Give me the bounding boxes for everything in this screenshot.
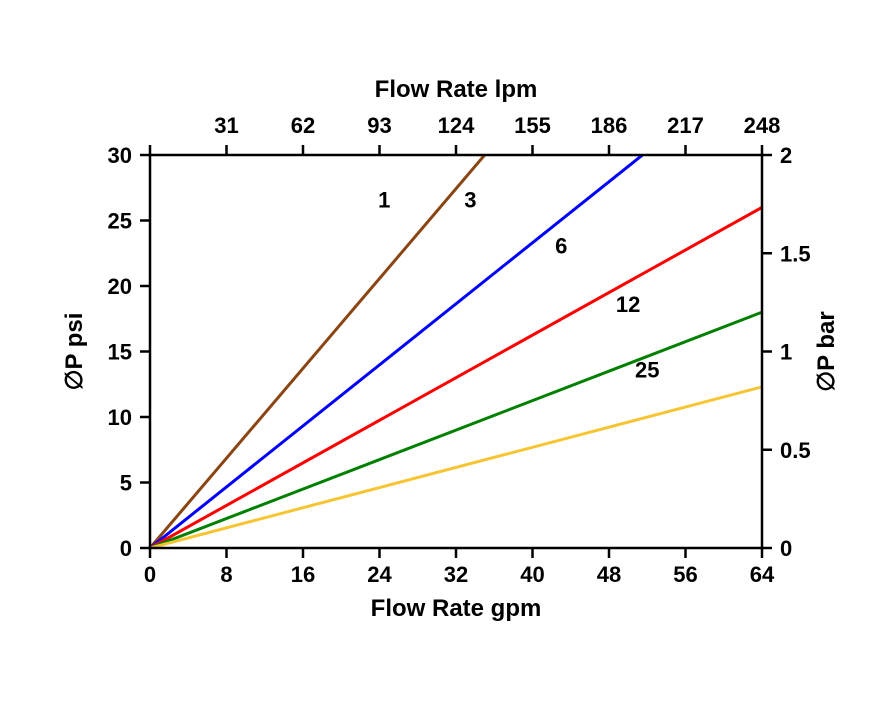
series-label: 1 [378, 187, 390, 212]
x-bottom-tick-label: 40 [520, 562, 544, 587]
x-top-title: Flow Rate lpm [375, 76, 538, 103]
x-top-tick-label: 155 [514, 113, 551, 138]
chart-svg: 13612250816243240485664Flow Rate gpm3162… [0, 0, 882, 702]
x-bottom-tick-label: 24 [367, 562, 392, 587]
x-top-tick-label: 248 [744, 113, 781, 138]
x-bottom-tick-label: 48 [597, 562, 621, 587]
x-top-tick-label: 124 [438, 113, 475, 138]
series-label: 3 [464, 187, 476, 212]
y-left-tick-label: 30 [108, 143, 132, 168]
series-label: 6 [555, 233, 567, 258]
y-right-tick-label: 1.5 [780, 241, 811, 266]
x-bottom-title: Flow Rate gpm [371, 595, 542, 622]
x-bottom-tick-label: 0 [144, 562, 156, 587]
y-right-tick-label: 1 [780, 340, 792, 365]
y-left-tick-label: 10 [108, 405, 132, 430]
pressure-flow-chart: 13612250816243240485664Flow Rate gpm3162… [0, 0, 882, 702]
y-right-tick-label: 0.5 [780, 438, 811, 463]
y-right-tick-label: 2 [780, 143, 792, 168]
series-label: 25 [635, 358, 659, 383]
y-left-tick-label: 25 [108, 209, 132, 234]
y-left-tick-label: 5 [120, 471, 132, 496]
series-label: 12 [616, 292, 640, 317]
y-left-title: ∅P psi [61, 313, 88, 391]
x-top-tick-label: 186 [591, 113, 628, 138]
y-left-tick-label: 0 [120, 536, 132, 561]
y-right-tick-label: 0 [780, 536, 792, 561]
x-bottom-tick-label: 56 [673, 562, 697, 587]
x-top-tick-label: 93 [367, 113, 391, 138]
x-bottom-tick-label: 32 [444, 562, 468, 587]
x-top-tick-label: 217 [667, 113, 704, 138]
y-right-title: ∅P bar [813, 311, 840, 392]
x-top-tick-label: 31 [214, 113, 238, 138]
x-bottom-tick-label: 8 [220, 562, 232, 587]
x-bottom-tick-label: 64 [750, 562, 775, 587]
y-left-tick-label: 15 [108, 340, 132, 365]
y-left-tick-label: 20 [108, 274, 132, 299]
x-top-tick-label: 62 [291, 113, 315, 138]
x-bottom-tick-label: 16 [291, 562, 315, 587]
